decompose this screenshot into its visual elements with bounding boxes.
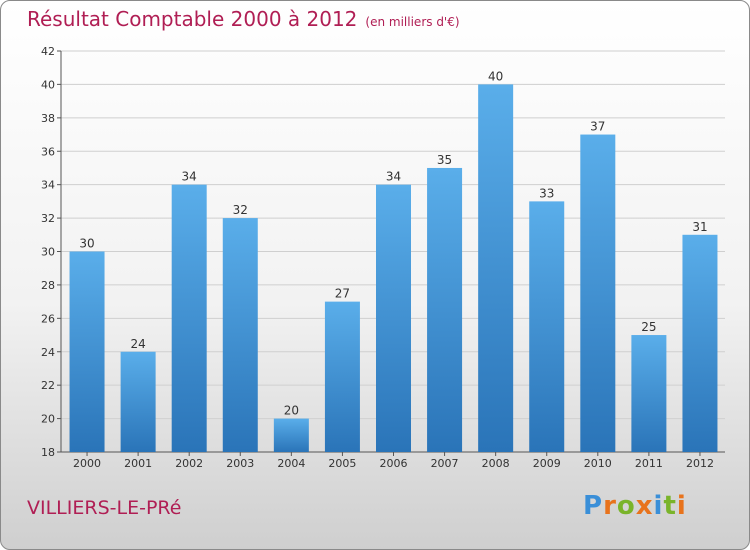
- bar: [631, 335, 667, 452]
- y-tick-label: 40: [41, 78, 55, 91]
- bar-value-label: 34: [386, 170, 401, 184]
- bar: [222, 218, 258, 452]
- logo-letter: P: [583, 491, 604, 521]
- y-tick-label: 18: [41, 446, 55, 459]
- y-tick-label: 34: [41, 179, 55, 192]
- x-tick-label: 2012: [686, 457, 714, 470]
- bar: [478, 84, 514, 453]
- bar-value-label: 27: [335, 287, 350, 301]
- logo-letter: x: [635, 491, 654, 521]
- chart-title: Résultat Comptable 2000 à 2012 (en millie…: [27, 7, 460, 31]
- bar-value-label: 33: [539, 186, 554, 200]
- bar: [427, 167, 463, 453]
- logo-letter: r: [603, 491, 617, 521]
- bar-value-label: 25: [641, 320, 656, 334]
- commune-name: VILLIERS-LE-PRé: [27, 497, 182, 519]
- x-tick-label: 2009: [533, 457, 561, 470]
- bar-value-label: 37: [590, 120, 605, 134]
- x-tick-label: 2006: [380, 457, 408, 470]
- bar-value-label: 35: [437, 153, 452, 167]
- x-tick-label: 2003: [226, 457, 254, 470]
- y-tick-label: 22: [41, 379, 55, 392]
- bar: [171, 184, 207, 452]
- x-tick-label: 2008: [482, 457, 510, 470]
- bar-value-label: 30: [79, 237, 94, 251]
- y-tick-label: 28: [41, 279, 55, 292]
- bar-value-label: 32: [233, 203, 248, 217]
- x-tick-label: 2005: [328, 457, 356, 470]
- logo-letter: i: [653, 491, 664, 521]
- bar: [580, 134, 616, 452]
- bar: [682, 234, 718, 452]
- bar: [529, 201, 565, 452]
- bar: [324, 301, 360, 452]
- logo-letter: o: [616, 491, 636, 521]
- y-tick-label: 32: [41, 212, 55, 225]
- y-tick-label: 24: [41, 346, 55, 359]
- x-tick-label: 2007: [431, 457, 459, 470]
- x-tick-label: 2001: [124, 457, 152, 470]
- bar: [376, 184, 411, 452]
- proxiti-logo: Proxiti: [583, 491, 687, 521]
- y-tick-label: 38: [41, 112, 55, 125]
- y-tick-label: 26: [41, 312, 55, 325]
- y-tick-label: 36: [41, 145, 55, 158]
- bar-value-label: 40: [488, 69, 503, 83]
- x-tick-label: 2010: [584, 457, 612, 470]
- bar-value-label: 20: [284, 404, 299, 418]
- y-tick-label: 30: [41, 246, 55, 259]
- bar: [120, 351, 156, 452]
- logo-letter: t: [663, 491, 677, 521]
- chart-subtitle: (en milliers d'€): [365, 15, 460, 29]
- y-tick-label: 42: [41, 45, 55, 58]
- chart-title-text: Résultat Comptable 2000 à 2012: [27, 7, 358, 31]
- bar: [273, 418, 309, 452]
- x-tick-label: 2004: [277, 457, 305, 470]
- x-tick-label: 2011: [635, 457, 663, 470]
- bar-value-label: 31: [692, 220, 707, 234]
- x-tick-label: 2002: [175, 457, 203, 470]
- y-tick-label: 20: [41, 413, 55, 426]
- x-tick-label: 2000: [73, 457, 101, 470]
- logo-letter: i: [676, 491, 687, 521]
- bar-value-label: 24: [130, 337, 145, 351]
- bar-value-label: 34: [182, 170, 197, 184]
- bar: [69, 251, 105, 452]
